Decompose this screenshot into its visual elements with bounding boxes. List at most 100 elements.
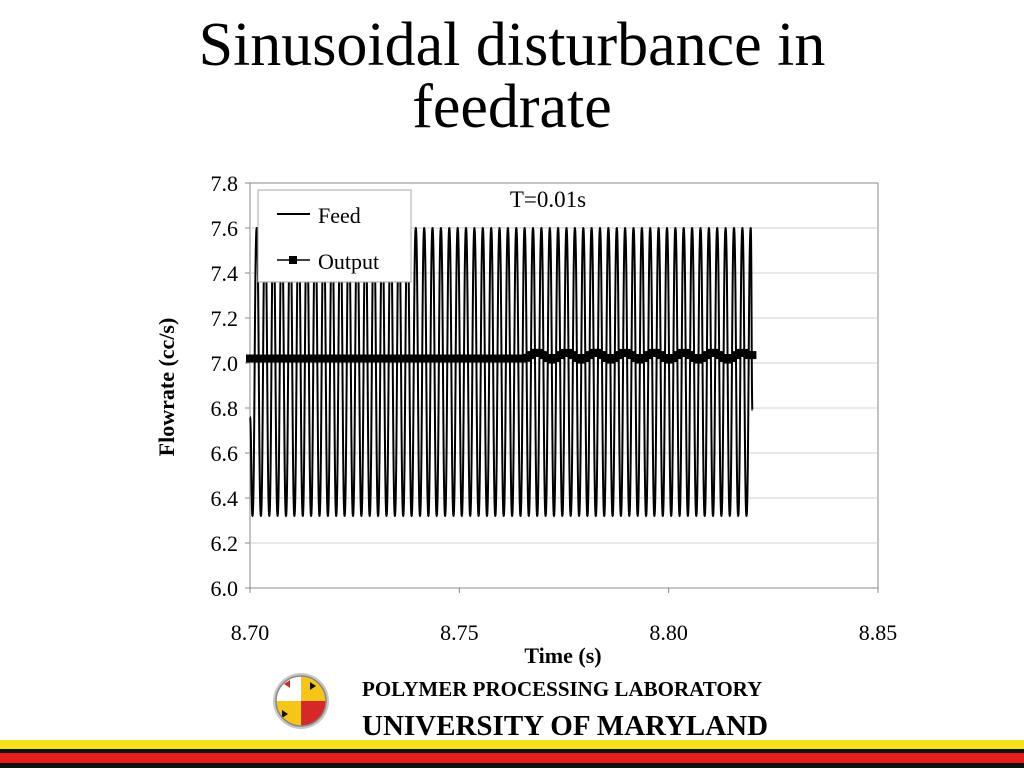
output-point [321,354,330,363]
output-point [610,354,619,362]
output-point [426,354,434,363]
output-point [555,351,564,360]
y-axis-ticks: 6.0 6.2 6.4 6.6 6.8 7.0 7.2 7.4 7.6 7.8 [211,171,250,601]
output-point [702,351,711,360]
output-point [681,348,690,357]
output-point [451,354,460,363]
output-point [731,351,740,360]
x-tick-label: 8.85 [859,620,898,645]
output-point [597,351,606,360]
output-point [694,355,702,364]
y-tick-label: 6.8 [211,396,239,421]
x-axis-label: Time (s) [524,643,601,668]
output-point [480,354,489,363]
output-point [509,354,518,363]
output-point [526,351,535,360]
legend-label-output: Output [318,249,379,274]
output-point [292,354,301,363]
x-tick-label: 8.75 [440,620,479,645]
output-point [593,348,602,357]
output-point [727,354,736,362]
output-point [735,348,744,357]
footer-lab-name: POLYMER PROCESSING LABORATORY [362,677,763,701]
output-point [342,354,351,363]
x-axis-ticks: 8.70 8.75 8.80 8.85 [231,588,898,645]
output-point [438,354,447,363]
output-point [740,348,748,357]
output-point [576,355,585,364]
output-point [719,354,728,362]
y-tick-label: 6.6 [211,441,239,466]
output-point [748,351,757,360]
footer-university-name: UNIVERSITY OF MARYLAND [362,710,769,742]
legend-label-feed: Feed [318,203,361,228]
legend: Feed Output [257,189,412,283]
output-point [652,348,661,357]
output-point [551,354,560,362]
output-point [585,351,594,360]
output-point [677,348,686,357]
output-point [484,354,493,363]
output-point [275,354,284,363]
legend-box [257,189,412,283]
output-point [543,354,552,362]
output-point [350,354,359,363]
y-tick-label: 6.4 [211,486,239,511]
output-point [572,354,581,362]
output-point [685,351,694,360]
output-point [472,354,481,363]
y-tick-label: 7.8 [211,171,239,196]
footer-logo [272,672,330,730]
output-point [513,354,522,363]
output-point [250,354,259,363]
output-point [325,354,334,363]
output-point [698,354,707,362]
maryland-flag-seal-icon [273,673,329,729]
output-point [258,354,267,363]
output-point [338,354,347,363]
output-point [442,354,451,363]
output-point [539,351,548,360]
output-point [706,348,715,357]
output-point [668,354,677,362]
chart-annotation: T=0.01s [510,187,586,212]
output-point [333,354,342,363]
flowrate-line-chart: 6.06.26.46.66.87.07.27.47.67.8 8.70 8.75 8… [154,171,898,668]
output-point [647,348,656,357]
stripe-black-1 [0,749,1024,753]
output-point [493,354,501,363]
slide-title-line2: feedrate [412,73,612,141]
output-point [421,354,430,363]
output-point [271,354,280,363]
output-point [744,351,753,360]
slide-title-line1: Sinusoidal disturbance in [198,11,826,79]
output-point [262,354,271,363]
output-point [656,351,665,360]
output-point [589,348,598,357]
output-point [635,355,644,364]
output-point [363,354,372,363]
output-point [501,354,510,363]
output-point [580,354,589,362]
output-point [296,354,305,363]
output-point [313,354,321,363]
output-point [689,354,698,362]
y-tick-label: 7.4 [211,261,239,286]
output-point [317,354,326,363]
x-tick-label: 8.70 [231,620,270,645]
output-point [660,354,669,362]
output-point [664,355,673,364]
output-point [631,354,640,362]
output-point [522,353,531,362]
y-tick-label: 7.2 [211,306,239,331]
output-point [430,354,439,363]
y-tick-label: 6.0 [211,576,239,601]
stripe-red [0,753,1024,763]
output-point [304,354,313,363]
output-point [560,348,568,357]
output-point [564,348,573,357]
output-point [384,354,393,363]
output-point [673,351,681,360]
output-point [618,348,627,357]
output-point [400,354,409,363]
